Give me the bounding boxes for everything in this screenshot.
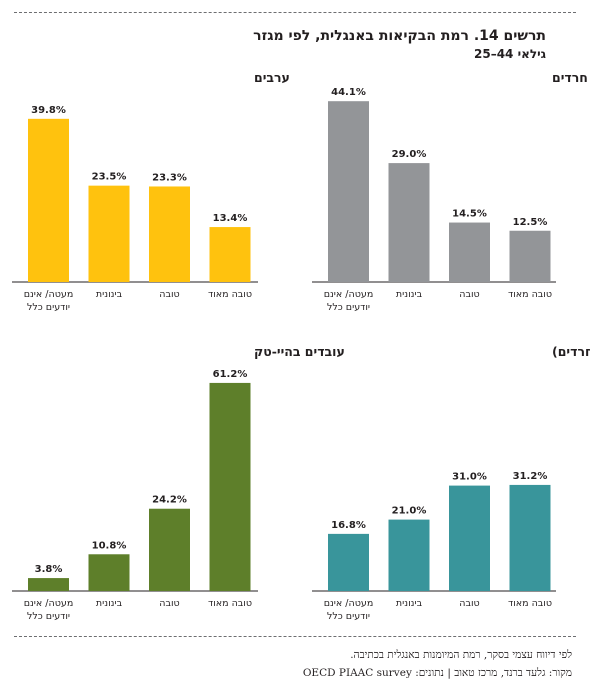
bar	[209, 382, 251, 591]
bar	[149, 186, 190, 282]
data-label: 21.0%	[392, 506, 427, 517]
bottom-divider	[14, 636, 576, 637]
category-tick-label: טובה	[159, 289, 179, 300]
category-tick-label: טובה מאוד	[208, 598, 252, 609]
category-tick-label: מעטה/ אינם	[324, 598, 374, 609]
category-tick-label: בינונית	[396, 598, 423, 609]
bar	[449, 222, 490, 282]
category-tick-label: יודעים כלל	[27, 302, 70, 313]
category-tick-label: מעטה/ אינם	[324, 289, 374, 300]
data-label: 23.3%	[152, 172, 187, 183]
source-line: מקור: גלעד ברנד, מרכז טאוב | נתונים: OEC…	[302, 667, 572, 679]
bar	[88, 185, 130, 282]
panel-title: עובדים בהיי-טק	[254, 344, 345, 359]
bar	[509, 230, 551, 282]
category-tick-label: טובה	[159, 598, 179, 609]
category-tick-label: בינונית	[96, 598, 123, 609]
category-tick-label: יודעים כלל	[27, 611, 70, 622]
bar	[388, 163, 430, 282]
bar	[28, 578, 69, 591]
bar	[388, 519, 430, 591]
data-label: 12.5%	[513, 217, 548, 228]
bar	[209, 227, 251, 282]
data-label: 14.5%	[452, 209, 487, 220]
category-tick-label: מעטה/ אינם	[24, 289, 74, 300]
category-tick-label: בינונית	[96, 289, 123, 300]
bar	[509, 484, 551, 591]
data-label: 10.8%	[92, 540, 127, 551]
category-tick-label: יודעים כלל	[327, 611, 370, 622]
category-tick-label: מעטה/ אינם	[24, 598, 74, 609]
panel-title: ערבים	[254, 70, 290, 85]
panel-title: יהודים (ללא חרדים)	[552, 344, 590, 359]
category-tick-label: טובה	[459, 289, 479, 300]
category-tick-label: יודעים כלל	[327, 302, 370, 313]
data-label: 44.1%	[331, 87, 366, 98]
panel-title: חרדים	[552, 70, 588, 85]
data-label: 29.0%	[392, 149, 427, 160]
bar	[149, 508, 190, 591]
top-divider	[14, 12, 576, 13]
category-tick-label: בינונית	[396, 289, 423, 300]
figure-title: תרשים 14. רמת הבקיאות באנגלית, לפי מגזר	[253, 28, 546, 44]
data-label: 61.2%	[213, 369, 248, 380]
data-label: 31.0%	[452, 472, 487, 483]
data-label: 3.8%	[35, 564, 63, 575]
footnote: לפי דיווח עצמי בסקר, רמת המיומנות באנגלי…	[350, 649, 572, 661]
data-label: 13.4%	[213, 213, 248, 224]
category-tick-label: טובה מאוד	[508, 598, 552, 609]
data-label: 16.8%	[331, 520, 366, 531]
data-label: 24.2%	[152, 495, 187, 506]
category-tick-label: טובה מאוד	[508, 289, 552, 300]
bar	[328, 101, 369, 282]
data-label: 39.8%	[31, 105, 66, 116]
bar	[88, 554, 130, 591]
bar	[449, 485, 490, 591]
category-tick-label: טובה	[459, 598, 479, 609]
category-tick-label: טובה מאוד	[208, 289, 252, 300]
data-label: 23.5%	[92, 172, 127, 183]
data-label: 31.2%	[513, 471, 548, 482]
bar	[328, 533, 369, 591]
bar	[28, 118, 69, 282]
figure-subtitle: גילאי 44–25	[473, 47, 546, 61]
